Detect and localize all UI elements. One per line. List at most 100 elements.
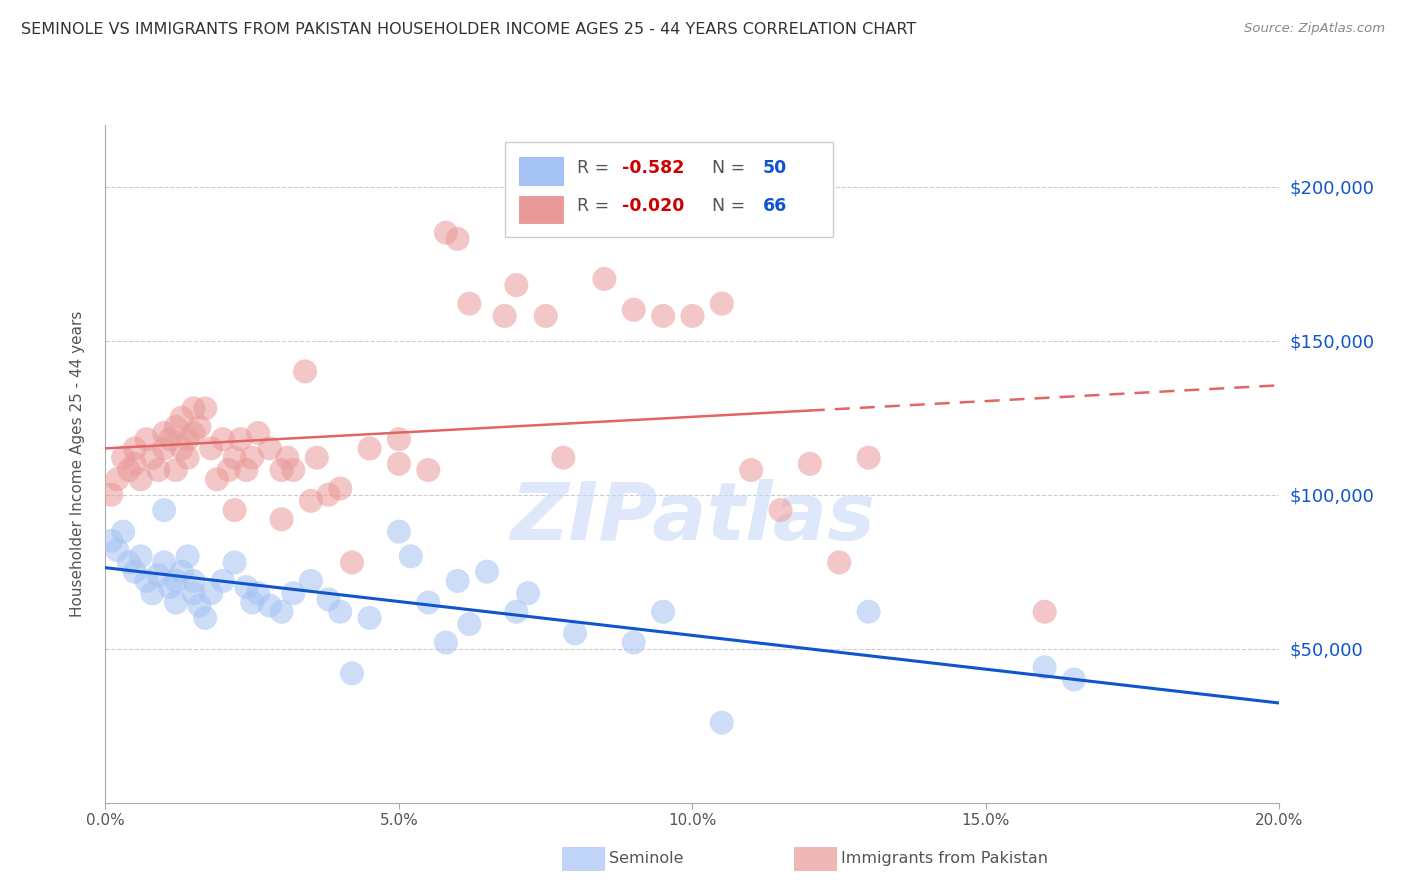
Point [294, 364, 316, 378]
Point [200, 442, 222, 456]
Point [681, 309, 703, 323]
Text: N =: N = [700, 197, 751, 215]
Text: -0.582: -0.582 [621, 159, 685, 177]
FancyBboxPatch shape [505, 142, 834, 236]
Point [153, 503, 176, 517]
Point [434, 635, 457, 649]
Text: Immigrants from Pakistan: Immigrants from Pakistan [841, 852, 1047, 866]
Text: Source: ZipAtlas.com: Source: ZipAtlas.com [1244, 22, 1385, 36]
Point [652, 309, 675, 323]
Point [124, 457, 146, 471]
Point [183, 586, 205, 600]
Point [194, 401, 217, 416]
Point [434, 226, 457, 240]
Point [299, 493, 322, 508]
Point [283, 586, 305, 600]
Point [159, 432, 181, 446]
Point [534, 309, 557, 323]
Point [1033, 660, 1056, 674]
Point [329, 482, 352, 496]
Point [153, 556, 176, 570]
Point [218, 463, 240, 477]
Point [235, 463, 257, 477]
Point [623, 302, 645, 317]
Point [165, 595, 187, 609]
Point [858, 605, 880, 619]
Text: SEMINOLE VS IMMIGRANTS FROM PAKISTAN HOUSEHOLDER INCOME AGES 25 - 44 YEARS CORRE: SEMINOLE VS IMMIGRANTS FROM PAKISTAN HOU… [21, 22, 917, 37]
Point [799, 457, 821, 471]
Point [447, 574, 470, 588]
Point [205, 472, 228, 486]
Point [564, 626, 586, 640]
Point [100, 488, 122, 502]
Y-axis label: Householder Income Ages 25 - 44 years: Householder Income Ages 25 - 44 years [70, 310, 84, 617]
Point [148, 463, 170, 477]
Point [176, 549, 198, 564]
Point [229, 432, 252, 446]
Point [124, 565, 146, 579]
Point [135, 574, 157, 588]
Point [224, 503, 246, 517]
Point [388, 524, 411, 539]
Point [270, 463, 292, 477]
Point [388, 432, 411, 446]
Point [505, 278, 527, 293]
Point [305, 450, 328, 465]
Point [141, 450, 163, 465]
Point [593, 272, 616, 286]
Point [165, 574, 187, 588]
Point [418, 595, 440, 609]
Point [188, 420, 211, 434]
Point [183, 401, 205, 416]
Point [340, 556, 363, 570]
Point [247, 586, 270, 600]
Point [388, 457, 411, 471]
Point [211, 432, 233, 446]
Point [276, 450, 298, 465]
Point [129, 549, 152, 564]
Point [176, 432, 198, 446]
Point [740, 463, 762, 477]
Point [141, 586, 163, 600]
Point [112, 524, 135, 539]
Text: -0.020: -0.020 [621, 197, 685, 215]
Point [553, 450, 575, 465]
Point [475, 565, 498, 579]
Point [828, 556, 851, 570]
Text: R =: R = [578, 197, 616, 215]
Point [100, 533, 122, 548]
Point [458, 617, 481, 632]
Point [270, 605, 292, 619]
Point [183, 425, 205, 440]
Point [505, 605, 527, 619]
Point [652, 605, 675, 619]
Text: N =: N = [700, 159, 751, 177]
Point [235, 580, 257, 594]
Point [176, 450, 198, 465]
Point [224, 450, 246, 465]
Text: R =: R = [578, 159, 616, 177]
Point [517, 586, 540, 600]
Point [165, 463, 187, 477]
Point [170, 565, 193, 579]
Point [259, 599, 281, 613]
Point [710, 296, 733, 310]
Point [224, 556, 246, 570]
Point [165, 420, 187, 434]
Point [329, 605, 352, 619]
Point [153, 442, 176, 456]
Point [399, 549, 422, 564]
Point [153, 425, 176, 440]
Point [318, 592, 340, 607]
Point [240, 450, 263, 465]
Point [318, 488, 340, 502]
Point [170, 442, 193, 456]
Point [135, 432, 157, 446]
Point [105, 543, 128, 558]
Point [170, 410, 193, 425]
Point [240, 595, 263, 609]
Point [118, 556, 141, 570]
Point [270, 512, 292, 526]
Point [259, 442, 281, 456]
Bar [519, 196, 564, 223]
